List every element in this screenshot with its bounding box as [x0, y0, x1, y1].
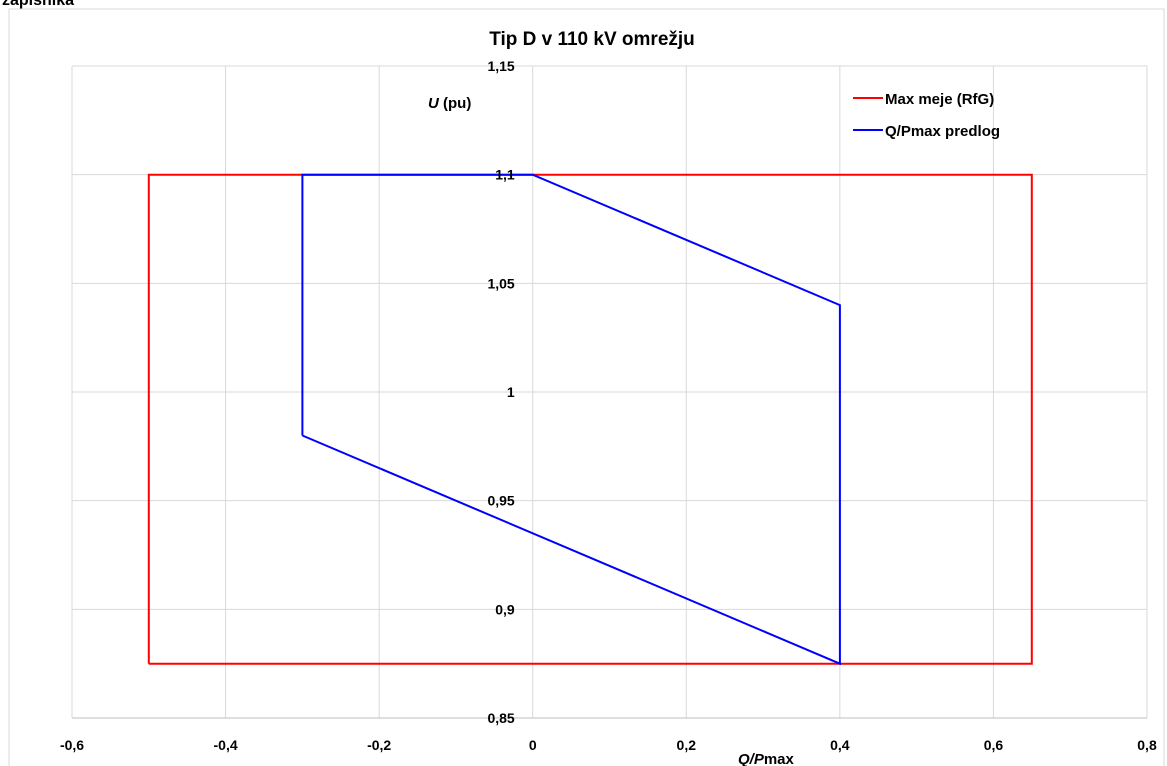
x-axis-label-sub: max: [764, 751, 795, 766]
x-axis-label: Q/Pmax: [738, 751, 795, 766]
legend-label-max-meje: Max meje (RfG): [885, 91, 994, 108]
y-axis-label-unit: (pu): [439, 95, 471, 112]
x-tick-label: 0,2: [677, 737, 697, 753]
chart-title: Tip D v 110 kV omrežju: [489, 29, 695, 50]
y-tick-label: 0,9: [495, 601, 515, 617]
series-line-0: [147, 173, 1033, 665]
x-tick-label: -0,2: [367, 737, 391, 753]
x-tick-label: -0,6: [60, 737, 84, 753]
chart-frame: [8, 8, 1165, 766]
y-tick-label: 1: [507, 384, 515, 400]
y-tick-label: 1,1: [495, 167, 515, 183]
series-line-1: [301, 173, 841, 666]
y-axis-label-symbol: U: [428, 95, 440, 112]
y-tick-label: 1,05: [487, 275, 514, 291]
plot-series: [147, 173, 1033, 666]
x-tick-label: 0,4: [830, 737, 850, 753]
legend-label-q-pmax: Q/Pmax predlog: [885, 123, 1000, 140]
x-tick-label: 0,8: [1137, 737, 1157, 753]
y-tick-label: 0,85: [487, 710, 514, 726]
x-tick-label: 0: [529, 737, 537, 753]
y-tick-label: 0,95: [487, 493, 514, 509]
top-text-fragment: zapisnika: [2, 0, 74, 9]
x-axis-label-symbol: Q/P: [738, 751, 765, 766]
y-tick-labels: 0,85 0,9 0,95 1 1,05 1,1 1,15: [487, 58, 514, 726]
x-tick-labels: -0,6 -0,4 -0,2 0 0,2 0,4 0,6 0,8: [60, 737, 1157, 753]
y-axis-label: U (pu): [428, 95, 471, 112]
y-tick-label: 1,15: [487, 58, 514, 74]
x-tick-label: -0,4: [214, 737, 238, 753]
legend: Max meje (RfG) Q/Pmax predlog: [853, 91, 1000, 140]
x-tick-label: 0,6: [984, 737, 1004, 753]
